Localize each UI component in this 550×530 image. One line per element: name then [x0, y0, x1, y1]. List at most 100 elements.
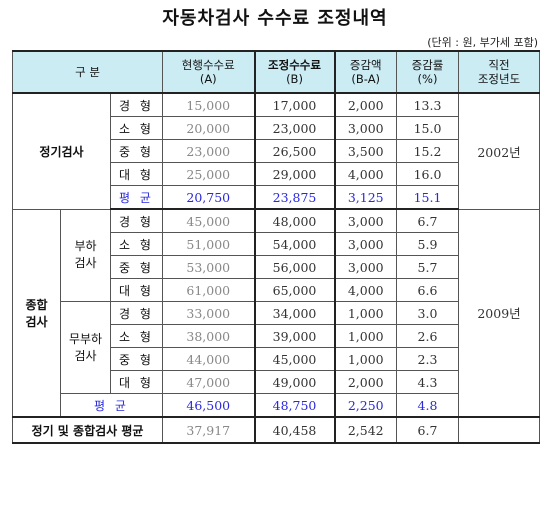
cell-current: 20,000: [162, 116, 255, 140]
header-current: 현행수수료 (A): [162, 50, 255, 94]
cell-current: 61,000: [162, 278, 255, 302]
cell-adjusted: 48,750: [253, 393, 336, 418]
table-row: 소 형 38,000 39,000 1,000 2.6: [13, 324, 540, 348]
header-diff: 증감액 (B-A): [334, 50, 397, 94]
cell-current: 44,000: [162, 347, 255, 371]
header-adjusted: 조정수수료 (B): [253, 50, 336, 94]
cell-diff: 3,500: [334, 139, 397, 163]
cell-adjusted: 23,000: [253, 116, 336, 140]
cell-rate: 4.8: [396, 393, 459, 418]
table-row: 정기검사 경 형 15,000 17,000 2,000 13.3 2002년: [12, 92, 540, 210]
cell-adjusted: 29,000: [253, 162, 336, 186]
cell-diff: 3,000: [334, 116, 397, 140]
cell-current: 25,000: [162, 162, 255, 186]
table-row: 소 형 51,000 54,000 3,000 5.9: [13, 232, 540, 256]
row-type: 중 형: [110, 347, 163, 371]
cell-diff: 3,000: [334, 208, 397, 233]
cell-current: 20,750: [162, 185, 255, 210]
cell-adjusted: 49,000: [253, 370, 336, 394]
cell-adjusted: 39,000: [253, 324, 336, 348]
cell-rate: 6.6: [396, 278, 459, 302]
cell-diff: 1,000: [334, 324, 397, 348]
row-type: 대 형: [110, 370, 163, 394]
table-row: 대 형 47,000 49,000 2,000 4.3: [13, 370, 540, 394]
cell-adjusted: 56,000: [253, 255, 336, 279]
row-type: 소 형: [110, 324, 163, 348]
cell-diff: 4,000: [334, 162, 397, 186]
cell-rate: 2.3: [396, 347, 459, 371]
cell-diff: 3,000: [334, 255, 397, 279]
row-type: 경 형: [110, 208, 163, 233]
cell-rate: 6.7: [396, 416, 459, 444]
header-row: 구 분 현행수수료 (A) 조정수수료 (B) 증감액 (B-A) 증감률 (%) 직전…: [12, 50, 540, 94]
cell-adjusted: 17,000: [253, 92, 336, 117]
cell-current: 45,000: [162, 208, 255, 233]
cell-rate: 15.0: [396, 116, 459, 140]
periodic-label: 정기검사: [12, 92, 111, 210]
header-rate: 증감률 (%): [396, 50, 459, 94]
row-type: 경 형: [110, 92, 163, 117]
row-type: 대 형: [110, 278, 163, 302]
cell-rate: 13.3: [396, 92, 459, 117]
cell-adjusted: 65,000: [253, 278, 336, 302]
load-label: 부하 검사: [60, 208, 111, 302]
cell-rate: 6.7: [396, 208, 459, 233]
table-row: 중 형 44,000 45,000 1,000 2.3: [13, 347, 540, 371]
cell-adjusted: 54,000: [253, 232, 336, 256]
cell-rate: 2.6: [396, 324, 459, 348]
cell-current: 37,917: [162, 416, 255, 444]
cell-current: 38,000: [162, 324, 255, 348]
row-type: 소 형: [110, 232, 163, 256]
table-row: 종합 검사 부하 검사 경 형 45,000 48,000 3,000 6.7 20…: [12, 208, 540, 418]
periodic-year: 2002년: [458, 92, 540, 210]
cell-diff: 2,250: [334, 393, 397, 418]
cell-diff: 2,542: [334, 416, 397, 444]
cell-current: 15,000: [162, 92, 255, 117]
cell-diff: 2,000: [334, 92, 397, 117]
comprehensive-year: 2009년: [458, 208, 540, 418]
table-row: 소 형 20,000 23,000 3,000 15.0: [13, 116, 540, 140]
cell-rate: 3.0: [396, 301, 459, 325]
row-type: 중 형: [110, 255, 163, 279]
row-type: 평 균: [60, 393, 163, 418]
row-type: 경 형: [110, 301, 163, 325]
comprehensive-label: 종합 검사: [12, 208, 61, 418]
table-row: 중 형 23,000 26,500 3,500 15.2: [13, 139, 540, 163]
row-type: 중 형: [110, 139, 163, 163]
cell-adjusted: 23,875: [253, 185, 336, 210]
row-type: 대 형: [110, 162, 163, 186]
cell-diff: 2,000: [334, 370, 397, 394]
cell-current: 46,500: [162, 393, 255, 418]
row-type: 소 형: [110, 116, 163, 140]
cell-diff: 4,000: [334, 278, 397, 302]
cell-diff: 3,125: [334, 185, 397, 210]
header-category: 구 분: [12, 50, 163, 94]
cell-diff: 3,000: [334, 232, 397, 256]
fee-table: 구 분 현행수수료 (A) 조정수수료 (B) 증감액 (B-A) 증감률 (%) 직전…: [12, 50, 540, 444]
cell-adjusted: 26,500: [253, 139, 336, 163]
cell-rate: 16.0: [396, 162, 459, 186]
total-label: 정기 및 종합검사 평균: [12, 416, 163, 444]
total-row: 정기 및 종합검사 평균 37,917 40,458 2,542 6.7: [12, 416, 540, 444]
unit-note: (단위 : 원, 부가세 포함): [427, 36, 538, 49]
cell-current: 47,000: [162, 370, 255, 394]
noload-label: 무부하 검사: [60, 301, 111, 394]
table-row: 중 형 53,000 56,000 3,000 5.7: [13, 255, 540, 279]
cell-diff: 1,000: [334, 301, 397, 325]
cell-rate: 5.7: [396, 255, 459, 279]
average-row: 평 균 20,750 23,875 3,125 15.1: [13, 185, 540, 210]
cell-diff: 1,000: [334, 347, 397, 371]
cell-adjusted: 40,458: [253, 416, 336, 444]
cell-current: 53,000: [162, 255, 255, 279]
cell-adjusted: 48,000: [253, 208, 336, 233]
cell-year-empty: [458, 416, 540, 444]
cell-adjusted: 45,000: [253, 347, 336, 371]
average-row: 평 균 46,500 48,750 2,250 4.8: [13, 393, 540, 418]
cell-rate: 15.2: [396, 139, 459, 163]
cell-rate: 4.3: [396, 370, 459, 394]
cell-current: 51,000: [162, 232, 255, 256]
cell-rate: 5.9: [396, 232, 459, 256]
cell-adjusted: 34,000: [253, 301, 336, 325]
cell-current: 23,000: [162, 139, 255, 163]
table-row: 대 형 25,000 29,000 4,000 16.0: [13, 162, 540, 186]
